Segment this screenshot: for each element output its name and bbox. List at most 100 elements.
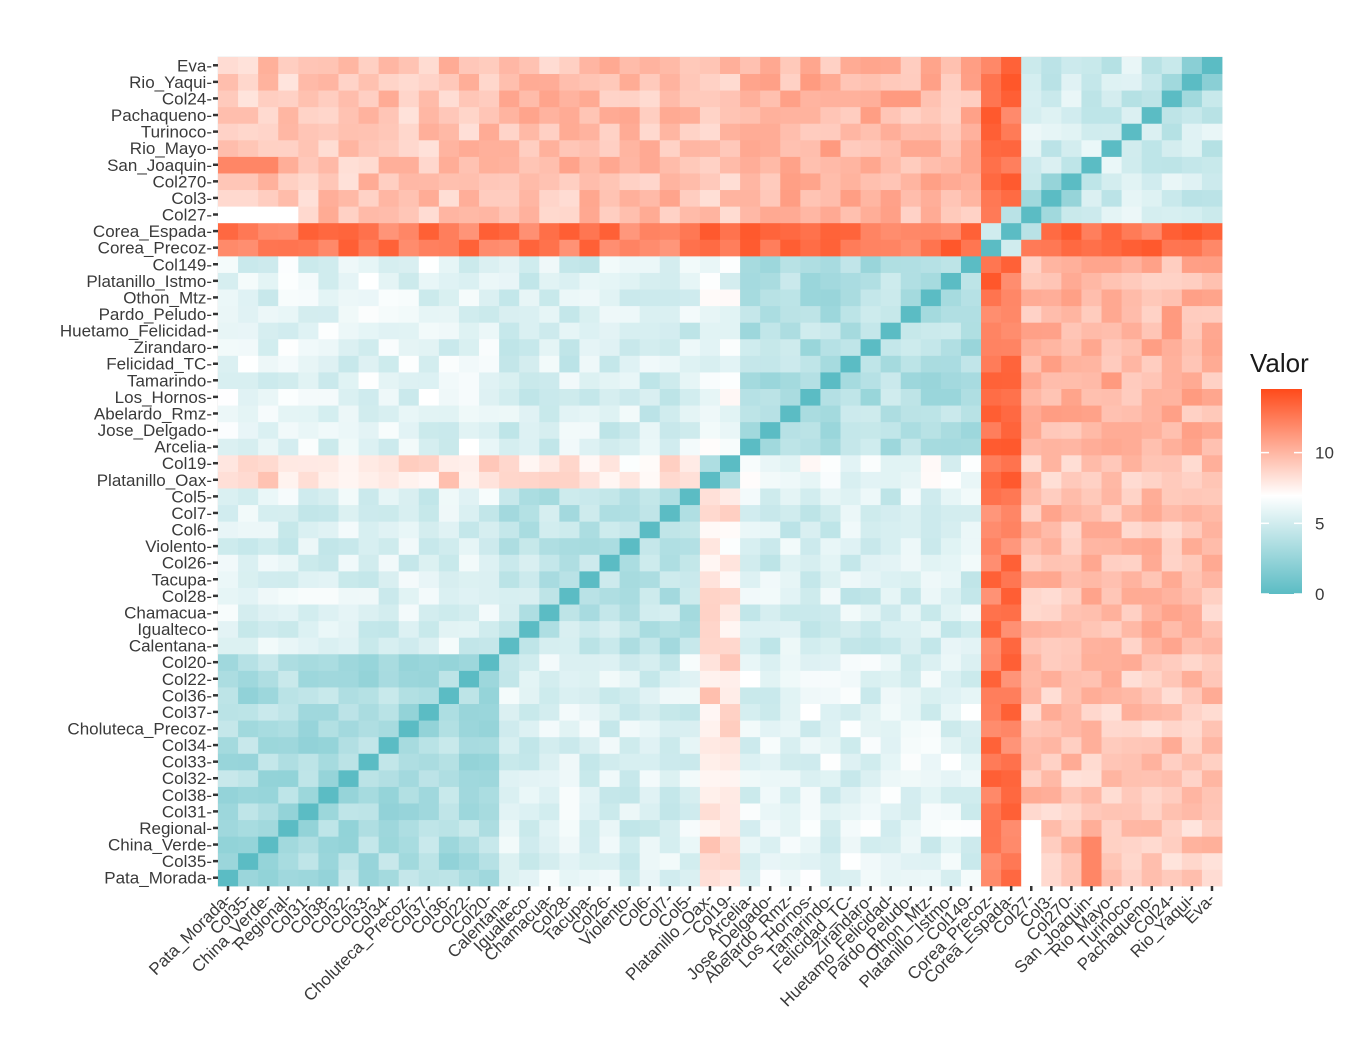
- heatmap-cell: [679, 687, 701, 705]
- heatmap-cell: [599, 670, 620, 688]
- heatmap-cell: [900, 189, 922, 207]
- heatmap-cell: [599, 604, 620, 622]
- heatmap-cell: [860, 139, 882, 157]
- heatmap-cell: [238, 239, 259, 257]
- heatmap-cell: [318, 73, 339, 91]
- heatmap-cell: [920, 206, 942, 224]
- heatmap-cell: [639, 272, 661, 290]
- heatmap-cell: [519, 123, 540, 141]
- heatmap-cell: [1021, 653, 1042, 671]
- heatmap-cell: [358, 156, 380, 174]
- heatmap-cell: [1041, 239, 1062, 257]
- heatmap-cell: [258, 272, 279, 290]
- heatmap-cell: [820, 388, 841, 406]
- heatmap-cell: [619, 703, 641, 721]
- heatmap-cell: [720, 305, 741, 323]
- heatmap-cell: [780, 604, 801, 622]
- heatmap-cell: [800, 703, 821, 721]
- heatmap-cell: [960, 206, 982, 224]
- heatmap-cell: [1201, 57, 1223, 74]
- heatmap-cell: [780, 272, 801, 290]
- heatmap-cell: [981, 488, 1002, 506]
- heatmap-cell: [720, 720, 741, 738]
- heatmap-cell: [458, 289, 480, 307]
- heatmap-cell: [1081, 753, 1102, 771]
- heatmap-cell: [458, 173, 480, 191]
- heatmap-cell: [1141, 620, 1163, 638]
- heatmap-cell: [940, 454, 962, 472]
- heatmap-cell: [1141, 305, 1163, 323]
- heatmap-cell: [1201, 388, 1223, 406]
- heatmap-cell: [479, 869, 500, 887]
- heatmap-cell: [740, 537, 761, 555]
- heatmap-cell: [278, 521, 299, 539]
- heatmap-cell: [418, 322, 440, 340]
- heatmap-cell: [458, 388, 480, 406]
- heatmap-cell: [1041, 305, 1062, 323]
- heatmap-cell: [579, 405, 600, 423]
- heatmap-cell: [278, 537, 299, 555]
- heatmap-cell: [800, 670, 821, 688]
- heatmap-cell: [479, 90, 500, 108]
- heatmap-cell: [338, 189, 359, 207]
- heatmap-cell: [659, 786, 681, 804]
- heatmap-cell: [438, 653, 460, 671]
- heatmap-cell: [338, 488, 359, 506]
- heatmap-cell: [639, 388, 661, 406]
- heatmap-cell: [519, 637, 540, 655]
- heatmap-cell: [438, 786, 460, 804]
- heatmap-cell: [559, 537, 580, 555]
- heatmap-cell: [880, 239, 902, 257]
- heatmap-cell: [1001, 670, 1022, 688]
- heatmap-cell: [1181, 73, 1203, 91]
- heatmap-cell: [981, 537, 1002, 555]
- heatmap-cell: [539, 488, 560, 506]
- heatmap-cell: [599, 653, 620, 671]
- heatmap-cell: [880, 156, 902, 174]
- heatmap-cell: [378, 57, 400, 74]
- heatmap-cell: [981, 703, 1002, 721]
- heatmap-cell: [981, 687, 1002, 705]
- heatmap-cell: [639, 189, 661, 207]
- heatmap-cell: [479, 736, 500, 754]
- heatmap-cell: [659, 388, 681, 406]
- heatmap-cell: [318, 637, 339, 655]
- heatmap-cell: [458, 869, 480, 887]
- heatmap-cell: [1101, 57, 1122, 74]
- heatmap-cell: [1181, 189, 1203, 207]
- heatmap-cell: [479, 570, 500, 588]
- heatmap-cell: [940, 703, 962, 721]
- heatmap-cell: [619, 753, 641, 771]
- heatmap-cell: [840, 454, 861, 472]
- heatmap-cell: [559, 189, 580, 207]
- heatmap-cell: [699, 189, 721, 207]
- heatmap-cell: [659, 637, 681, 655]
- heatmap-cell: [639, 255, 661, 273]
- heatmap-cell: [599, 869, 620, 887]
- heatmap-cell: [418, 355, 440, 373]
- heatmap-cell: [780, 206, 801, 224]
- heatmap-cell: [258, 753, 279, 771]
- heatmap-cell: [298, 57, 319, 74]
- heatmap-cell: [981, 604, 1002, 622]
- heatmap-cell: [720, 454, 741, 472]
- heatmap-cell: [960, 554, 982, 572]
- heatmap-cell: [1121, 322, 1143, 340]
- heatmap-cell: [940, 687, 962, 705]
- heatmap-cell: [1101, 272, 1122, 290]
- heatmap-cell: [840, 687, 861, 705]
- heatmap-cell: [820, 123, 841, 141]
- heatmap-cell: [720, 786, 741, 804]
- heatmap-cell: [740, 703, 761, 721]
- heatmap-cell: [499, 521, 520, 539]
- heatmap-cell: [499, 272, 520, 290]
- heatmap-cell: [238, 206, 259, 224]
- heatmap-cell: [258, 670, 279, 688]
- heatmap-cell: [318, 471, 339, 489]
- heatmap-cell: [559, 123, 580, 141]
- heatmap-cell: [539, 504, 560, 522]
- heatmap-cell: [981, 852, 1002, 870]
- heatmap-cell: [458, 554, 480, 572]
